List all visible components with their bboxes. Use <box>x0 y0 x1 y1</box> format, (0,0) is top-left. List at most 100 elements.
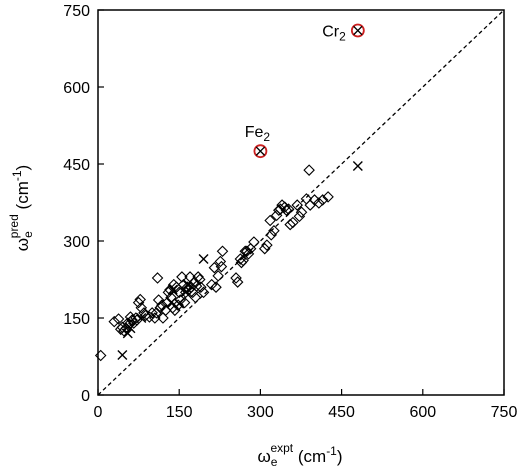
diamond-point <box>282 203 295 215</box>
diamond-point <box>214 255 227 268</box>
axis-ticks: 0 150 300 450 600 750 0 150 300 450 600 750 <box>63 3 517 421</box>
diamond-point <box>261 239 273 251</box>
x-tick-label: 750 <box>491 404 518 421</box>
diamond-point <box>126 314 138 326</box>
diamond-point <box>94 349 107 362</box>
cross-point <box>352 161 363 172</box>
x-axis-unit-end: ) <box>337 447 343 466</box>
diamond-point <box>169 304 181 317</box>
cross-point <box>167 284 178 295</box>
diamond-point <box>108 315 121 328</box>
diamond-point <box>237 254 249 267</box>
y-axis-unit-exp: -1 <box>10 170 24 181</box>
diamond-point <box>195 281 207 293</box>
circled-cross-mark <box>255 146 266 156</box>
y-tick-label: 150 <box>63 311 90 328</box>
diamond-point <box>215 260 228 273</box>
diamond-point <box>189 291 202 304</box>
diamond-point <box>241 245 253 258</box>
y-tick-label: 750 <box>63 3 90 20</box>
diamond-point <box>216 245 229 258</box>
diamond-point <box>234 253 247 265</box>
diamond-point <box>284 218 296 231</box>
x-tick-label: 150 <box>166 404 193 421</box>
diamond-point <box>280 204 293 216</box>
diamond-point <box>118 325 130 337</box>
x-axis-title: ωeexpt (cm-1) <box>257 441 342 469</box>
diamond-point <box>212 270 224 282</box>
diamond-point <box>265 229 278 241</box>
circled-cross-mark <box>353 25 363 36</box>
diamond-point <box>164 283 176 296</box>
diamond-point <box>295 206 308 219</box>
diamond-point <box>231 276 244 288</box>
diamond-point <box>135 301 148 314</box>
y-axis-unit: (cm <box>13 181 32 209</box>
reference-line-group <box>97 9 505 396</box>
diamond-point <box>156 299 168 311</box>
y-axis-sup: pred <box>7 214 21 238</box>
cross-point <box>180 287 191 298</box>
diamond-point <box>316 194 329 206</box>
diamond-point <box>230 272 242 284</box>
cross-point <box>166 297 177 308</box>
x-tick-label: 600 <box>409 404 436 421</box>
point-annotation: Fe2 <box>245 124 271 144</box>
diamond-point <box>291 199 303 211</box>
diamond-point <box>293 210 306 223</box>
y-tick-label: 450 <box>63 157 90 174</box>
diamond-point <box>304 199 316 211</box>
diamond-point <box>132 296 145 309</box>
cross-point <box>182 279 193 290</box>
diamond-point <box>287 216 299 229</box>
y-axis-unit-end: ) <box>13 165 32 171</box>
diamond-point <box>210 281 222 293</box>
diamond-point <box>139 309 152 322</box>
reference-line <box>97 9 505 396</box>
diamond-point <box>313 197 325 209</box>
diamond-point <box>278 201 291 213</box>
cross-point <box>117 349 128 360</box>
diamond-point <box>112 313 125 325</box>
plot-frame <box>97 9 505 396</box>
diamond-point <box>157 312 169 324</box>
diamond-point <box>193 273 206 286</box>
diamond-point <box>154 301 167 314</box>
x-tick-label: 0 <box>94 404 103 421</box>
diamond-point <box>197 286 210 299</box>
cross-point <box>174 298 185 309</box>
y-axis-sub: e <box>21 231 35 238</box>
data-points: Fe2 Cr2 <box>94 23 365 362</box>
x-tick-label: 300 <box>247 404 274 421</box>
y-tick-label: 600 <box>63 80 90 97</box>
point-annotation: Cr2 <box>322 24 346 44</box>
diamond-point <box>138 307 150 319</box>
y-axis-title: ωepred (cm-1) <box>7 165 35 251</box>
diamond-point <box>151 272 164 284</box>
x-axis-sup: expt <box>270 441 293 455</box>
diamond-point <box>268 224 280 237</box>
diamond-point <box>322 191 334 203</box>
y-axis-symbol: ω <box>13 238 32 251</box>
x-tick-label: 450 <box>328 404 355 421</box>
circled-cross-point <box>350 23 365 38</box>
diamond-point <box>150 307 163 319</box>
x-axis-unit-exp: -1 <box>326 444 337 458</box>
diamond-point <box>146 307 158 319</box>
cross-point <box>136 313 147 323</box>
diamond-point <box>258 242 271 255</box>
diamond-point <box>264 214 276 227</box>
diamond-point <box>303 164 315 176</box>
y-tick-label: 300 <box>63 234 90 251</box>
diamond-point <box>248 236 260 248</box>
x-axis-unit: (cm <box>298 447 326 466</box>
diamond-point <box>192 271 204 283</box>
cross-point <box>125 323 136 334</box>
circled-cross-point <box>253 144 268 159</box>
cross-point <box>198 253 209 264</box>
x-axis-symbol: ω <box>257 447 270 466</box>
x-axis-sub: e <box>271 455 278 469</box>
cross-point <box>122 328 133 339</box>
